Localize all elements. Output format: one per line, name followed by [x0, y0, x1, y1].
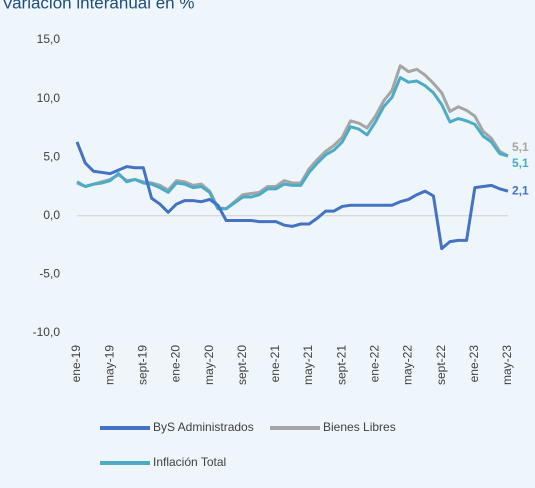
x-tick-label: ene-23 — [467, 345, 481, 383]
x-tick-label: ene-19 — [69, 345, 83, 383]
x-tick-label: may-22 — [401, 345, 415, 385]
legend-label: Bienes Libres — [323, 420, 396, 434]
x-tick-label: ene-20 — [169, 345, 183, 383]
x-tick-label: may-23 — [500, 345, 514, 385]
data-label: 2,1 — [512, 183, 529, 197]
data-label: 5,1 — [512, 140, 529, 154]
y-tick-label: 0,0 — [43, 208, 60, 222]
y-tick-label: -10,0 — [33, 325, 61, 339]
data-label: 5,1 — [512, 156, 529, 170]
series-line — [76, 64, 509, 211]
x-tick-label: sept-21 — [334, 345, 348, 385]
x-tick-label: may-21 — [301, 345, 315, 385]
y-tick-label: -5,0 — [39, 267, 60, 281]
chart-title: Variación interanual en % — [2, 0, 194, 12]
legend-label: ByS Administrados — [153, 420, 254, 434]
legend-label: Inflación Total — [153, 455, 226, 469]
series-line — [75, 141, 509, 251]
y-tick-label: 5,0 — [43, 149, 60, 163]
y-tick-label: 10,0 — [37, 91, 61, 105]
x-tick-label: sept-19 — [135, 345, 149, 385]
x-tick-label: sept-22 — [434, 345, 448, 385]
x-tick-label: ene-21 — [268, 345, 282, 383]
x-tick-label: sept-20 — [235, 345, 249, 385]
x-tick-label: may-20 — [202, 345, 216, 385]
x-tick-label: may-19 — [102, 345, 116, 385]
y-tick-label: 15,0 — [37, 32, 61, 46]
x-tick-label: ene-22 — [368, 345, 382, 383]
